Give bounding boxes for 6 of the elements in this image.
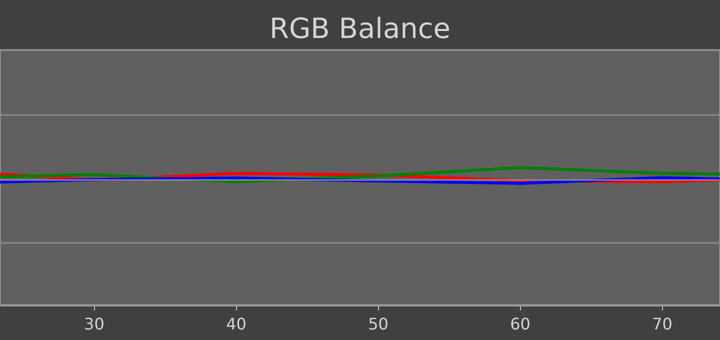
- x-tick-label: 30: [84, 314, 104, 334]
- x-tick-label: 70: [652, 314, 672, 334]
- x-tick-label: 50: [368, 314, 388, 334]
- x-tick-label: 40: [226, 314, 246, 334]
- x-tick-label: 60: [510, 314, 530, 334]
- chart-title: RGB Balance: [270, 12, 450, 45]
